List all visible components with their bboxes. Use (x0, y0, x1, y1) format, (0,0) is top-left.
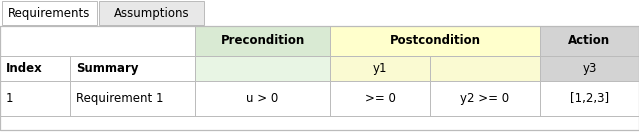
Text: Requirement 1: Requirement 1 (76, 92, 164, 105)
Text: Summary: Summary (76, 62, 139, 75)
Bar (330, 56, 430, 81)
Text: Precondition: Precondition (220, 34, 305, 48)
Bar (540, 26, 639, 56)
Text: y1: y1 (373, 62, 387, 75)
Bar (0, 26, 195, 56)
Text: Action: Action (569, 34, 610, 48)
Bar (330, 26, 540, 56)
Text: 1: 1 (6, 92, 13, 105)
Text: Index: Index (6, 62, 43, 75)
Bar (70, 56, 195, 81)
Bar (330, 81, 430, 116)
Bar (99, 1, 204, 25)
Bar (430, 56, 540, 81)
Bar (540, 56, 639, 81)
Text: Postcondition: Postcondition (390, 34, 481, 48)
Bar (0, 56, 70, 81)
Text: [1,2,3]: [1,2,3] (570, 92, 609, 105)
Bar (195, 26, 330, 56)
Text: >= 0: >= 0 (365, 92, 396, 105)
Bar (430, 81, 540, 116)
Bar (2, 1, 97, 25)
Bar (0, 116, 639, 130)
Bar (0, 81, 70, 116)
Text: Assumptions: Assumptions (114, 7, 189, 19)
Text: Requirements: Requirements (8, 7, 91, 19)
Bar (195, 56, 330, 81)
Bar (540, 81, 639, 116)
Bar (195, 81, 330, 116)
Bar (70, 81, 195, 116)
Text: y3: y3 (582, 62, 597, 75)
Text: y2 >= 0: y2 >= 0 (461, 92, 509, 105)
Bar (0, 26, 639, 130)
Text: u > 0: u > 0 (247, 92, 279, 105)
